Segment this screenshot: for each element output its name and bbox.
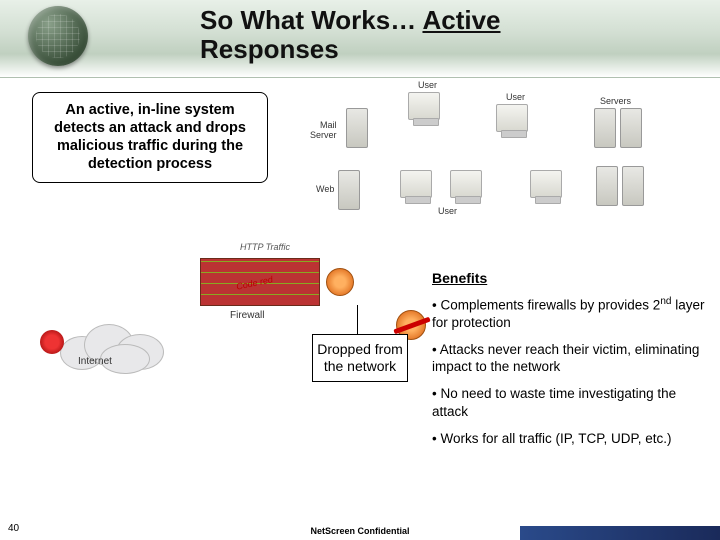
benefits-panel: Benefits • Complements firewalls by prov…: [432, 270, 708, 457]
benefits-heading: Benefits: [432, 270, 708, 288]
user-host-1-icon: [408, 92, 440, 120]
user-host-2-icon: [496, 104, 528, 132]
mail-server-icon: [346, 108, 368, 148]
benefit-item-2: • Attacks never reach their victim, elim…: [432, 341, 708, 376]
internet-label: Internet: [78, 356, 112, 367]
benefit-item-1: • Complements firewalls by provides 2nd …: [432, 296, 708, 331]
server-1-icon: [594, 108, 616, 148]
user-host-4-icon: [450, 170, 482, 198]
benefit-item-3: • No need to waste time investigating th…: [432, 385, 708, 420]
server-3-icon: [596, 166, 618, 206]
idp-sensor-icon: [326, 268, 354, 296]
attacker-icon: [40, 330, 64, 354]
label-web: Web: [316, 184, 334, 194]
server-2-icon: [620, 108, 642, 148]
callout-box: An active, in-line system detects an att…: [32, 92, 268, 183]
label-user-1: User: [418, 80, 437, 90]
label-servers: Servers: [600, 96, 631, 106]
firewall-label: Firewall: [230, 310, 264, 321]
title-prefix: So What Works…: [200, 5, 422, 35]
benefit-item-4: • Works for all traffic (IP, TCP, UDP, e…: [432, 430, 708, 447]
label-mail-server: MailServer: [310, 120, 337, 140]
internet-cloud-icon: [60, 318, 180, 378]
globe-icon: [28, 6, 88, 66]
slide-title: So What Works… Active Responses: [200, 6, 501, 63]
server-4-icon: [622, 166, 644, 206]
label-user-2: User: [506, 92, 525, 102]
dropped-box: Dropped from the network: [312, 334, 408, 382]
slide-header: So What Works… Active Responses: [0, 0, 720, 78]
label-user-3: User: [438, 206, 457, 216]
http-traffic-label: HTTP Traffic: [240, 242, 290, 252]
title-underlined: Active: [422, 5, 500, 35]
slide-body: An active, in-line system detects an att…: [0, 78, 720, 520]
user-host-5-icon: [530, 170, 562, 198]
title-line2: Responses: [200, 34, 339, 64]
user-host-3-icon: [400, 170, 432, 198]
footer-accent: [520, 526, 720, 540]
network-diagram: MailServer User User Servers Web User: [300, 78, 680, 218]
